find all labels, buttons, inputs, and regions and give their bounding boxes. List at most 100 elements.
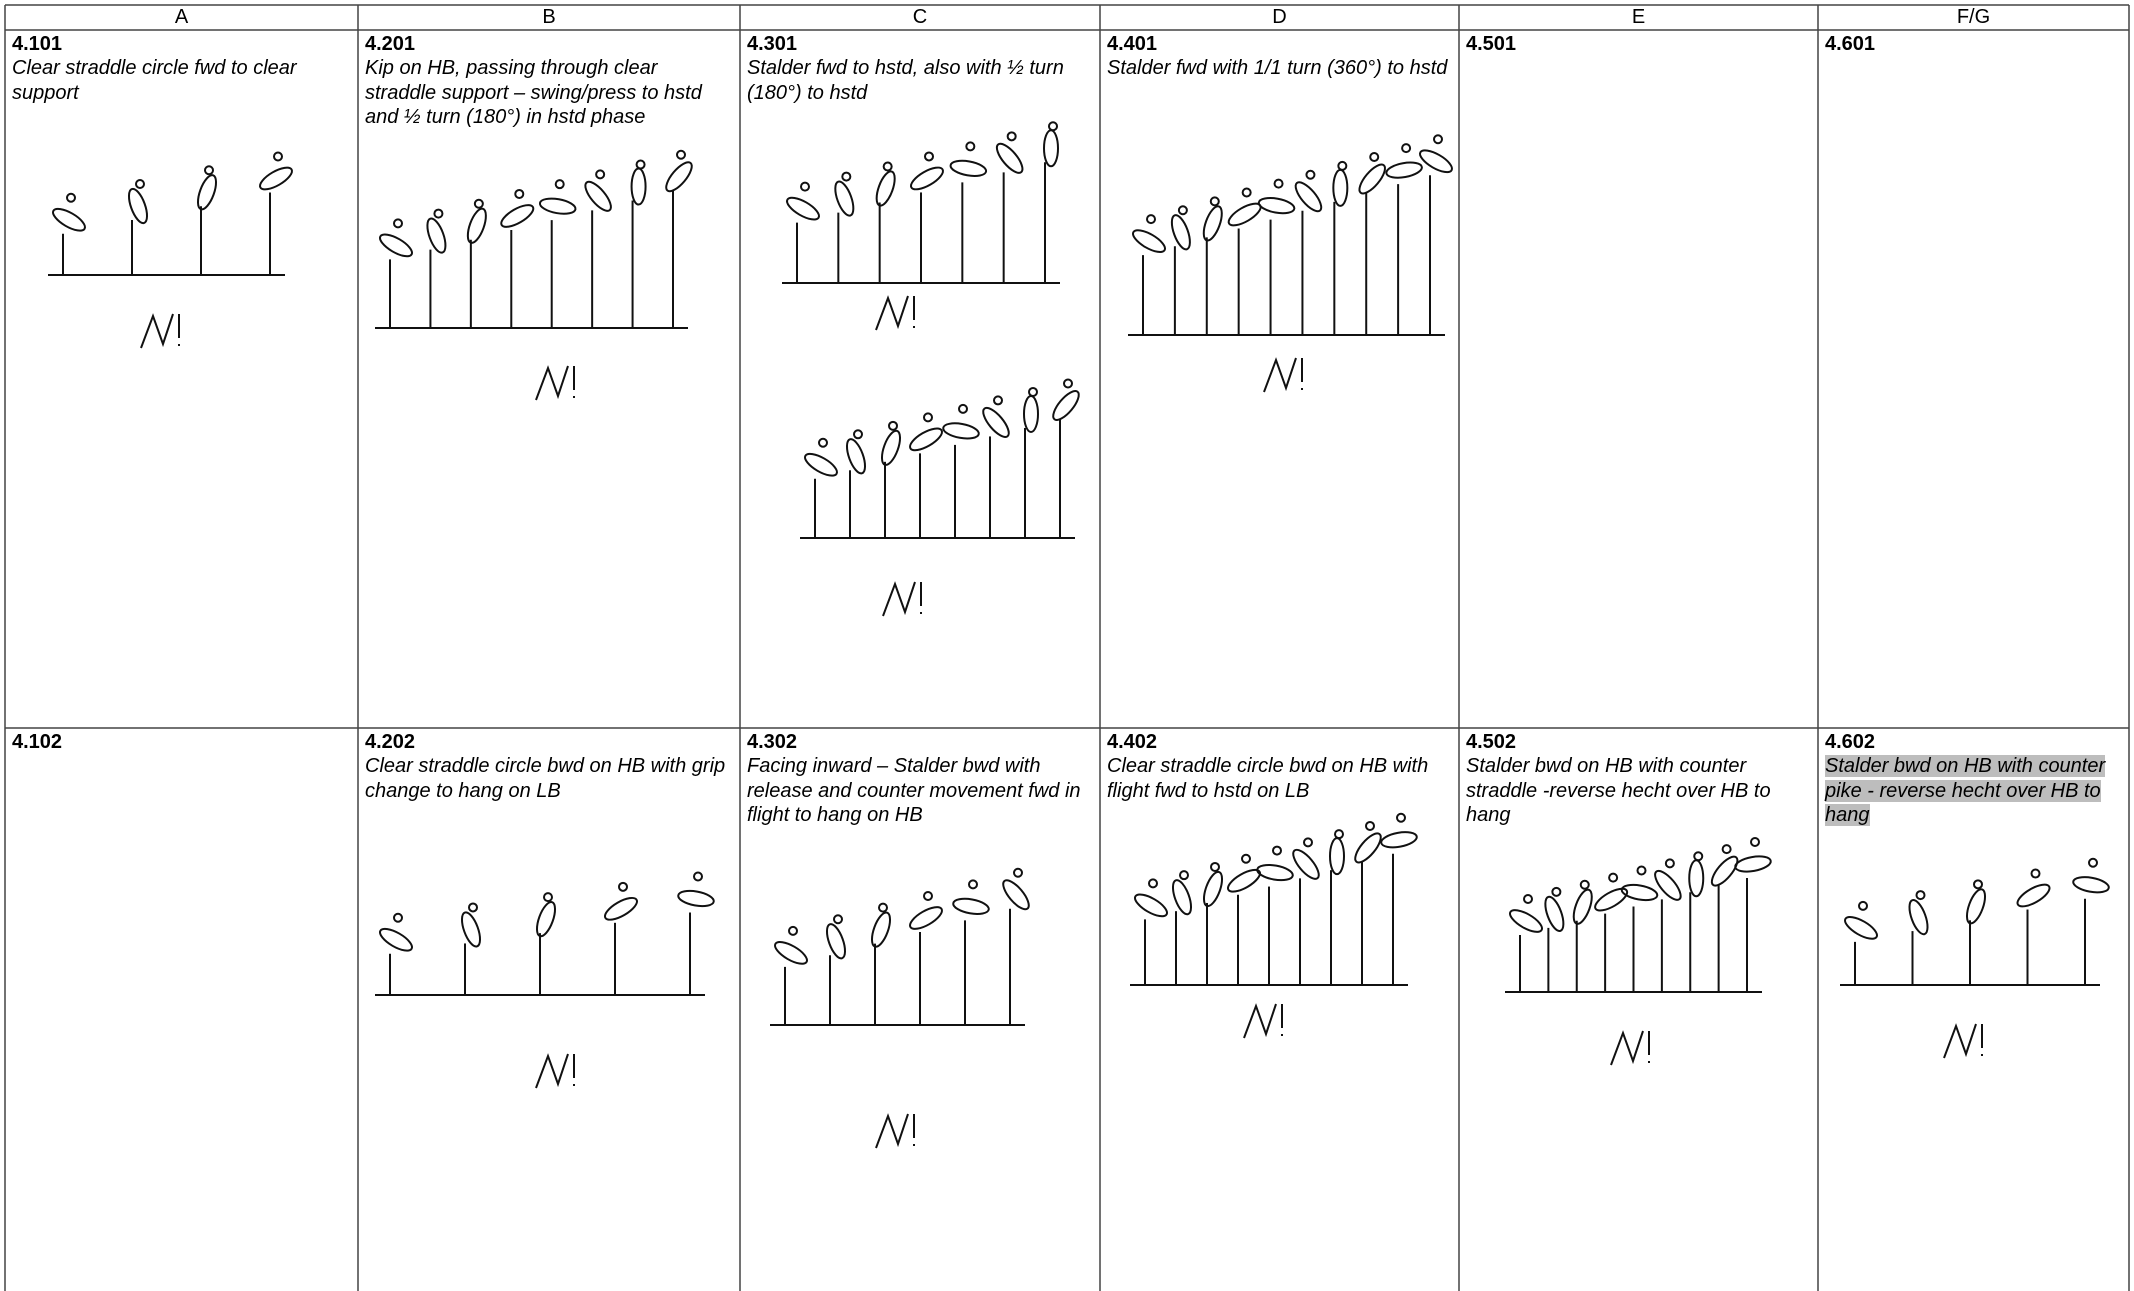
sketch-stroke bbox=[786, 196, 820, 221]
sketch-stroke bbox=[618, 881, 628, 892]
sketch-stroke bbox=[1610, 1030, 1650, 1066]
sketch-stroke bbox=[1844, 916, 1878, 940]
sketch-stroke bbox=[1710, 855, 1739, 887]
table-cell: 4.501 bbox=[1459, 30, 1818, 58]
sketch-stroke bbox=[1551, 886, 1562, 897]
sketch-stroke bbox=[1177, 205, 1188, 216]
sketch-stroke bbox=[393, 912, 403, 923]
sketch-stroke bbox=[1148, 878, 1158, 889]
skill-sketch bbox=[1840, 857, 2110, 1059]
element-code: 4.201 bbox=[365, 33, 416, 55]
sketch-stroke bbox=[1369, 152, 1380, 162]
element-description: Stalder bwd on HB with counter pike - re… bbox=[1825, 754, 2122, 828]
sketch-stroke bbox=[66, 192, 76, 203]
column-header: E bbox=[1631, 6, 1646, 28]
sketch-stroke bbox=[259, 166, 293, 191]
sketch-stroke bbox=[676, 149, 686, 160]
sketch-stroke bbox=[1337, 160, 1348, 171]
sketch-stroke bbox=[1664, 858, 1675, 869]
sketch-stroke bbox=[1063, 378, 1073, 389]
element-code: 4.102 bbox=[12, 731, 63, 753]
element-description: Clear straddle circle bwd on HB with gri… bbox=[365, 754, 733, 803]
table-cell: 4.202 Clear straddle circle bwd on HB wit… bbox=[358, 728, 740, 805]
sketch-stroke bbox=[982, 406, 1010, 438]
sketch-stroke bbox=[1721, 844, 1732, 855]
sketch-stroke bbox=[875, 295, 915, 331]
sketch-stroke bbox=[1579, 879, 1590, 890]
sketch-stroke bbox=[1210, 861, 1220, 872]
sketch-stroke bbox=[140, 313, 180, 349]
sketch-stroke bbox=[1943, 1023, 1983, 1059]
sketch-stroke bbox=[535, 901, 557, 938]
sketch-stroke bbox=[1915, 890, 1926, 901]
table-cell: 4.602 Stalder bwd on HB with counter pike… bbox=[1818, 728, 2129, 830]
table-cell: 4.601 bbox=[1818, 30, 2129, 58]
sketch-stroke bbox=[1241, 187, 1252, 198]
sketch-stroke bbox=[1227, 868, 1261, 893]
sketch-stroke bbox=[993, 395, 1003, 406]
description-text: Clear straddle circle bwd on HB with fli… bbox=[1107, 755, 1429, 802]
sketch-stroke bbox=[882, 581, 922, 617]
sketch-stroke bbox=[500, 204, 535, 228]
sketch-stroke bbox=[1243, 1003, 1283, 1039]
sketch-stroke bbox=[1292, 848, 1320, 880]
element-code: 4.302 bbox=[747, 731, 798, 753]
sketch-stroke bbox=[135, 179, 145, 189]
sketch-stroke bbox=[1170, 214, 1191, 251]
element-description: Clear straddle circle fwd to clear suppo… bbox=[12, 56, 351, 105]
sketch-stroke bbox=[204, 165, 214, 176]
sketch-stroke bbox=[1750, 837, 1760, 847]
skill-sketch bbox=[1505, 837, 1772, 1066]
table-cell: 4.302 Facing inward – Stalder bwd with re… bbox=[740, 728, 1100, 830]
sketch-stroke bbox=[1973, 879, 1983, 890]
sketch-stroke bbox=[1303, 837, 1313, 848]
table-cell: 4.101 Clear straddle circle fwd to clear … bbox=[5, 30, 358, 107]
sketch-stroke bbox=[1002, 879, 1030, 911]
sketch-stroke bbox=[535, 1053, 575, 1089]
sketch-stroke bbox=[1358, 163, 1386, 195]
column-header: C bbox=[912, 6, 928, 28]
sketch-stroke bbox=[1023, 394, 1039, 433]
sketch-stroke bbox=[845, 438, 867, 475]
sketch-stroke bbox=[853, 429, 863, 440]
sketch-stroke bbox=[1354, 832, 1382, 864]
sketch-stroke bbox=[1028, 386, 1038, 397]
description-text: Kip on HB, passing through clear straddl… bbox=[365, 57, 702, 128]
sketch-stroke bbox=[1858, 900, 1868, 911]
sketch-stroke bbox=[1734, 855, 1772, 873]
element-code: 4.101 bbox=[12, 33, 63, 55]
sketch-stroke bbox=[1908, 899, 1929, 936]
sketch-stroke bbox=[2088, 857, 2098, 868]
table-cell: 4.201 Kip on HB, passing through clear st… bbox=[358, 30, 740, 132]
sketch-stroke bbox=[923, 891, 933, 901]
sketch-stroke bbox=[909, 906, 943, 930]
sketch-stroke bbox=[1433, 134, 1443, 145]
table-cell: 4.102 bbox=[5, 728, 358, 756]
sketch-stroke bbox=[677, 889, 715, 908]
element-description: Stalder bwd on HB with counter straddle … bbox=[1466, 754, 1811, 828]
sketch-stroke bbox=[1132, 229, 1166, 253]
sketch-stroke bbox=[804, 452, 838, 477]
sketch-stroke bbox=[543, 892, 553, 903]
column-header: D bbox=[1272, 6, 1287, 28]
sketch-stroke bbox=[841, 171, 852, 182]
element-code: 4.402 bbox=[1107, 731, 1158, 753]
sketch-stroke bbox=[2072, 876, 2110, 894]
element-description: Stalder fwd to hstd, also with ½ turn (1… bbox=[747, 56, 1093, 105]
element-description: Clear straddle circle bwd on HB with fli… bbox=[1107, 754, 1452, 803]
sketch-stroke bbox=[1257, 197, 1296, 215]
sketch-stroke bbox=[1365, 820, 1375, 831]
sketch-stroke bbox=[923, 412, 933, 423]
sketch-stroke bbox=[1202, 205, 1223, 242]
skill-sketch bbox=[48, 151, 293, 349]
sketch-stroke bbox=[774, 941, 808, 965]
sketch-stroke bbox=[800, 181, 810, 192]
sketch-stroke bbox=[273, 151, 283, 162]
sketch-stroke bbox=[870, 911, 892, 948]
sketch-stroke bbox=[1006, 131, 1017, 142]
sketch-stroke bbox=[2016, 883, 2051, 908]
sketch-stroke bbox=[875, 170, 896, 207]
table-cell: 4.301 Stalder fwd to hstd, also with ½ tu… bbox=[740, 30, 1100, 107]
sketch-stroke bbox=[965, 141, 976, 152]
